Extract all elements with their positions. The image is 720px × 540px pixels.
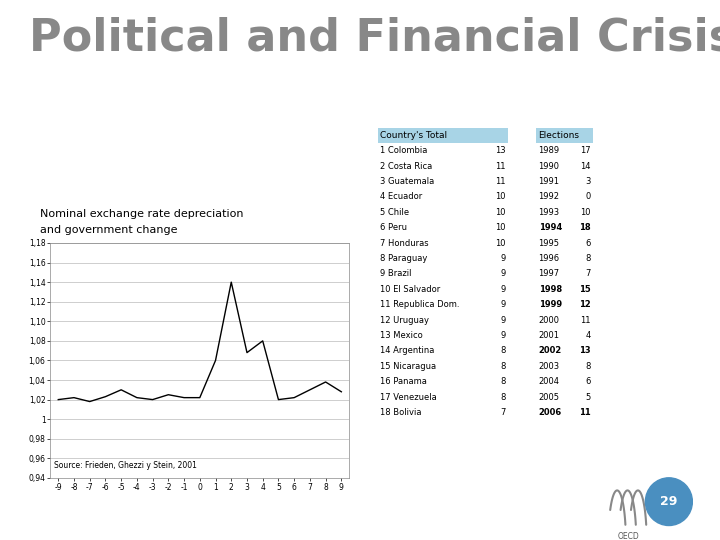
Text: 13: 13 <box>579 346 590 355</box>
Circle shape <box>645 478 693 525</box>
Text: Country's Total: Country's Total <box>380 131 447 140</box>
Text: 13: 13 <box>495 146 505 156</box>
Text: 2005: 2005 <box>539 393 559 402</box>
Text: 2004: 2004 <box>539 377 559 386</box>
Text: 3: 3 <box>585 177 590 186</box>
Text: Nominal exchange rate depreciation: Nominal exchange rate depreciation <box>40 208 243 219</box>
Text: 7: 7 <box>585 269 590 279</box>
Text: 8: 8 <box>500 362 505 371</box>
Text: 11: 11 <box>495 161 505 171</box>
Text: 1989: 1989 <box>539 146 559 156</box>
Text: 10: 10 <box>495 239 505 248</box>
Text: 4 Ecuador: 4 Ecuador <box>380 192 423 201</box>
Text: 10: 10 <box>495 208 505 217</box>
Text: 3 Guatemala: 3 Guatemala <box>380 177 434 186</box>
Text: 17: 17 <box>580 146 590 156</box>
Text: 11 Republica Dom.: 11 Republica Dom. <box>380 300 459 309</box>
Text: 9: 9 <box>500 315 505 325</box>
Text: 10: 10 <box>580 208 590 217</box>
Text: 1990: 1990 <box>539 161 559 171</box>
Text: 1994: 1994 <box>539 223 562 232</box>
Text: 7: 7 <box>500 408 505 417</box>
Text: 9: 9 <box>500 254 505 263</box>
Text: 9: 9 <box>500 300 505 309</box>
Text: 9: 9 <box>500 269 505 279</box>
Text: 2001: 2001 <box>539 331 559 340</box>
Text: 11: 11 <box>579 408 590 417</box>
Text: 8: 8 <box>500 377 505 386</box>
Text: 0: 0 <box>585 192 590 201</box>
Text: OECD: OECD <box>617 532 639 540</box>
Text: 6: 6 <box>585 377 590 386</box>
Text: 9: 9 <box>500 331 505 340</box>
Text: 13 Mexico: 13 Mexico <box>380 331 423 340</box>
Text: 10: 10 <box>495 223 505 232</box>
Text: 6 Peru: 6 Peru <box>380 223 408 232</box>
Text: 1992: 1992 <box>539 192 559 201</box>
Text: 18: 18 <box>579 223 590 232</box>
Text: 2002: 2002 <box>539 346 562 355</box>
Text: 6: 6 <box>585 239 590 248</box>
Text: 9: 9 <box>500 285 505 294</box>
Text: 1995: 1995 <box>539 239 559 248</box>
Text: 10: 10 <box>495 192 505 201</box>
Text: 8: 8 <box>500 346 505 355</box>
Text: 11: 11 <box>495 177 505 186</box>
Text: 10 El Salvador: 10 El Salvador <box>380 285 441 294</box>
Text: Elections: Elections <box>539 131 580 140</box>
Text: 4: 4 <box>585 331 590 340</box>
Text: 1998: 1998 <box>539 285 562 294</box>
Text: 2006: 2006 <box>539 408 562 417</box>
Text: and government change: and government change <box>40 225 177 235</box>
Text: 9 Brazil: 9 Brazil <box>380 269 412 279</box>
Text: 2 Costa Rica: 2 Costa Rica <box>380 161 433 171</box>
Text: 5 Chile: 5 Chile <box>380 208 409 217</box>
Text: 29: 29 <box>660 495 678 508</box>
Text: 5: 5 <box>585 393 590 402</box>
Text: 16 Panama: 16 Panama <box>380 377 427 386</box>
Text: 2003: 2003 <box>539 362 559 371</box>
Text: 7 Honduras: 7 Honduras <box>380 239 429 248</box>
Text: 15: 15 <box>579 285 590 294</box>
Text: 1993: 1993 <box>539 208 559 217</box>
Text: Source: Frieden, Ghezzi y Stein, 2001: Source: Frieden, Ghezzi y Stein, 2001 <box>53 461 197 470</box>
Text: 12 Uruguay: 12 Uruguay <box>380 315 429 325</box>
Text: 1996: 1996 <box>539 254 559 263</box>
Text: 18 Bolivia: 18 Bolivia <box>380 408 422 417</box>
Text: 1999: 1999 <box>539 300 562 309</box>
Text: 8: 8 <box>585 362 590 371</box>
Text: Political and Financial Crisis: Political and Financial Crisis <box>29 16 720 59</box>
Text: 1997: 1997 <box>539 269 559 279</box>
Text: 11: 11 <box>580 315 590 325</box>
Text: 1 Colombia: 1 Colombia <box>380 146 428 156</box>
Text: 15 Nicaragua: 15 Nicaragua <box>380 362 436 371</box>
Text: 12: 12 <box>579 300 590 309</box>
Text: 17 Venezuela: 17 Venezuela <box>380 393 437 402</box>
Text: 1991: 1991 <box>539 177 559 186</box>
Text: 8 Paraguay: 8 Paraguay <box>380 254 428 263</box>
Text: 8: 8 <box>585 254 590 263</box>
Text: 14: 14 <box>580 161 590 171</box>
Text: 14 Argentina: 14 Argentina <box>380 346 435 355</box>
Text: 2000: 2000 <box>539 315 559 325</box>
Text: 8: 8 <box>500 393 505 402</box>
